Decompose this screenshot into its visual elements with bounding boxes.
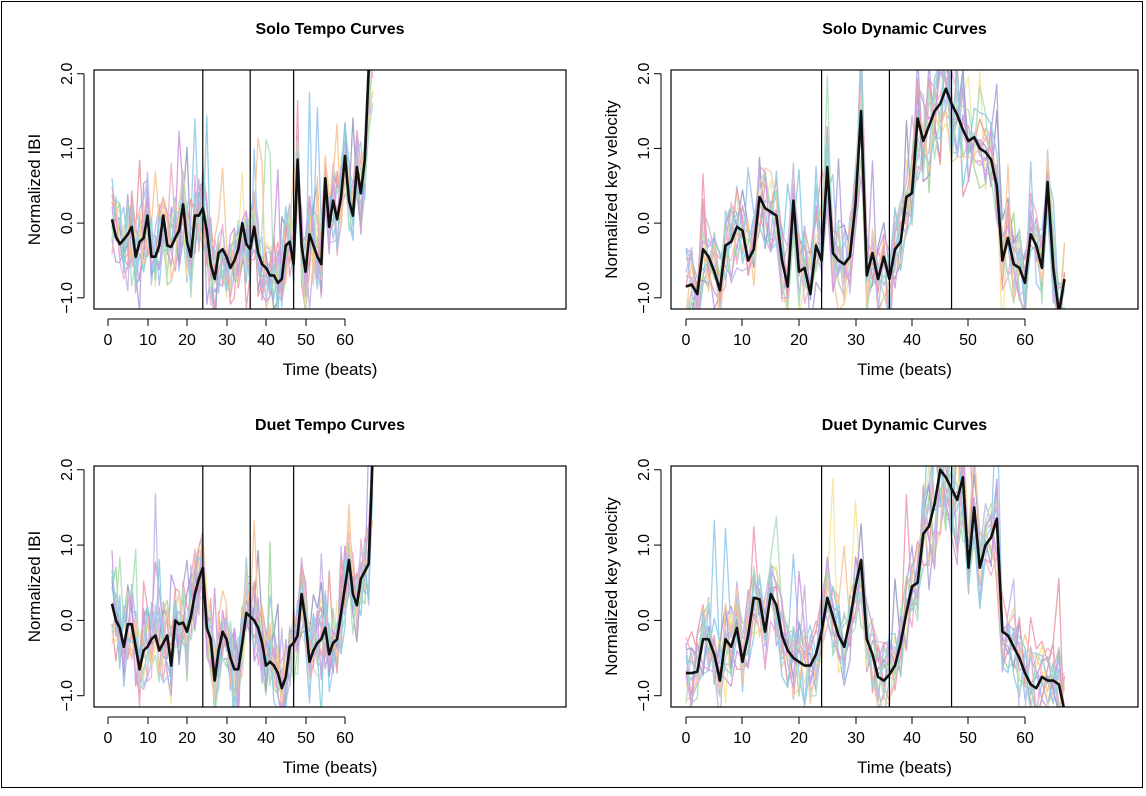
y-tick-label: −1.0 bbox=[59, 282, 76, 314]
y-tick-label: 2.0 bbox=[59, 63, 76, 85]
y-tick-label: 2.0 bbox=[636, 459, 653, 481]
mean-curve-line bbox=[110, 466, 374, 690]
x-axis-label: Time (beats) bbox=[283, 360, 378, 379]
y-axis-label: Normalized IBI bbox=[25, 531, 44, 642]
plot-border bbox=[93, 69, 567, 310]
chart-title: Duet Tempo Curves bbox=[255, 417, 405, 434]
x-tick-label: 20 bbox=[790, 730, 808, 747]
x-tick-label: 20 bbox=[790, 332, 808, 349]
chart-panel: 0 10 20 30 40 50 60 −1.0 0.0 1.0 2.0 Duet Tempo Cur… bbox=[25, 417, 567, 777]
series-trace-line bbox=[686, 90, 1066, 309]
y-tick-label: 1.0 bbox=[59, 534, 76, 556]
x-tick-label: 10 bbox=[139, 730, 157, 747]
series-trace-line bbox=[111, 478, 374, 707]
x-axis-label: Time (beats) bbox=[857, 758, 952, 777]
x-tick-label: 30 bbox=[847, 730, 865, 747]
y-axis-label: Normalized key velocity bbox=[602, 100, 621, 279]
plot-border bbox=[93, 465, 567, 708]
chart-panel: 0 10 20 30 40 50 60 −1.0 0.0 1.0 2.0 Solo Tempo Cur… bbox=[25, 21, 567, 379]
x-tick-label: 60 bbox=[1016, 730, 1034, 747]
x-axis-label: Time (beats) bbox=[283, 758, 378, 777]
y-axis-label: Normalized key velocity bbox=[602, 497, 621, 676]
x-tick-label: 40 bbox=[903, 332, 921, 349]
y-axis-label: Normalized IBI bbox=[25, 134, 44, 245]
x-tick-label: 50 bbox=[959, 730, 977, 747]
x-tick-label: 60 bbox=[1016, 332, 1034, 349]
series-trace-line bbox=[111, 70, 370, 309]
series-trace-line bbox=[111, 70, 370, 307]
x-tick-label: 40 bbox=[903, 730, 921, 747]
plot-border bbox=[670, 69, 1139, 310]
x-tick-label: 0 bbox=[682, 730, 691, 747]
chart-panel: 0 10 20 30 40 50 60 −1.0 0.0 1.0 2.0 Solo Dynamic C… bbox=[602, 21, 1139, 379]
series-trace-line bbox=[685, 466, 1060, 707]
y-tick-label: 0.0 bbox=[636, 212, 653, 234]
x-tick-label: 60 bbox=[336, 730, 354, 747]
x-tick-label: 10 bbox=[733, 730, 751, 747]
plot-border bbox=[670, 465, 1139, 708]
plot-area bbox=[110, 466, 374, 707]
x-tick-label: 30 bbox=[218, 730, 236, 747]
x-tick-label: 40 bbox=[257, 332, 275, 349]
y-tick-label: 0.0 bbox=[59, 212, 76, 234]
x-tick-label: 0 bbox=[104, 332, 113, 349]
chart-title: Duet Dynamic Curves bbox=[822, 417, 987, 434]
chart-panel: 0 10 20 30 40 50 60 −1.0 0.0 1.0 2.0 Duet Dynamic C… bbox=[602, 417, 1139, 777]
plot-area bbox=[685, 70, 1066, 309]
y-tick-label: 2.0 bbox=[59, 459, 76, 481]
y-tick-label: −1.0 bbox=[636, 680, 653, 712]
chart-title: Solo Tempo Curves bbox=[255, 21, 404, 38]
x-tick-label: 10 bbox=[733, 332, 751, 349]
x-tick-label: 50 bbox=[297, 730, 315, 747]
x-tick-label: 20 bbox=[178, 730, 196, 747]
x-tick-label: 0 bbox=[682, 332, 691, 349]
x-axis-label: Time (beats) bbox=[857, 360, 952, 379]
y-tick-label: 1.0 bbox=[59, 137, 76, 159]
mean-curve-line bbox=[110, 70, 371, 285]
series-trace-line bbox=[111, 466, 373, 707]
x-tick-label: 20 bbox=[178, 332, 196, 349]
y-tick-label: −1.0 bbox=[636, 282, 653, 314]
x-tick-label: 30 bbox=[218, 332, 236, 349]
x-tick-label: 60 bbox=[336, 332, 354, 349]
plot-area bbox=[110, 70, 374, 309]
series-trace-line bbox=[111, 70, 369, 309]
x-tick-label: 0 bbox=[104, 730, 113, 747]
y-tick-label: 0.0 bbox=[636, 609, 653, 631]
x-tick-label: 10 bbox=[139, 332, 157, 349]
y-tick-label: 1.0 bbox=[636, 534, 653, 556]
y-tick-label: 0.0 bbox=[59, 609, 76, 631]
x-tick-label: 50 bbox=[959, 332, 977, 349]
mean-curve-line bbox=[686, 468, 1066, 707]
y-tick-label: −1.0 bbox=[59, 680, 76, 712]
plot-area bbox=[685, 466, 1066, 707]
x-tick-label: 30 bbox=[847, 332, 865, 349]
x-tick-label: 40 bbox=[257, 730, 275, 747]
y-tick-label: 2.0 bbox=[636, 63, 653, 85]
x-tick-label: 50 bbox=[297, 332, 315, 349]
y-tick-label: 1.0 bbox=[636, 137, 653, 159]
chart-title: Solo Dynamic Curves bbox=[822, 21, 987, 38]
mean-curve-line bbox=[685, 87, 1066, 309]
